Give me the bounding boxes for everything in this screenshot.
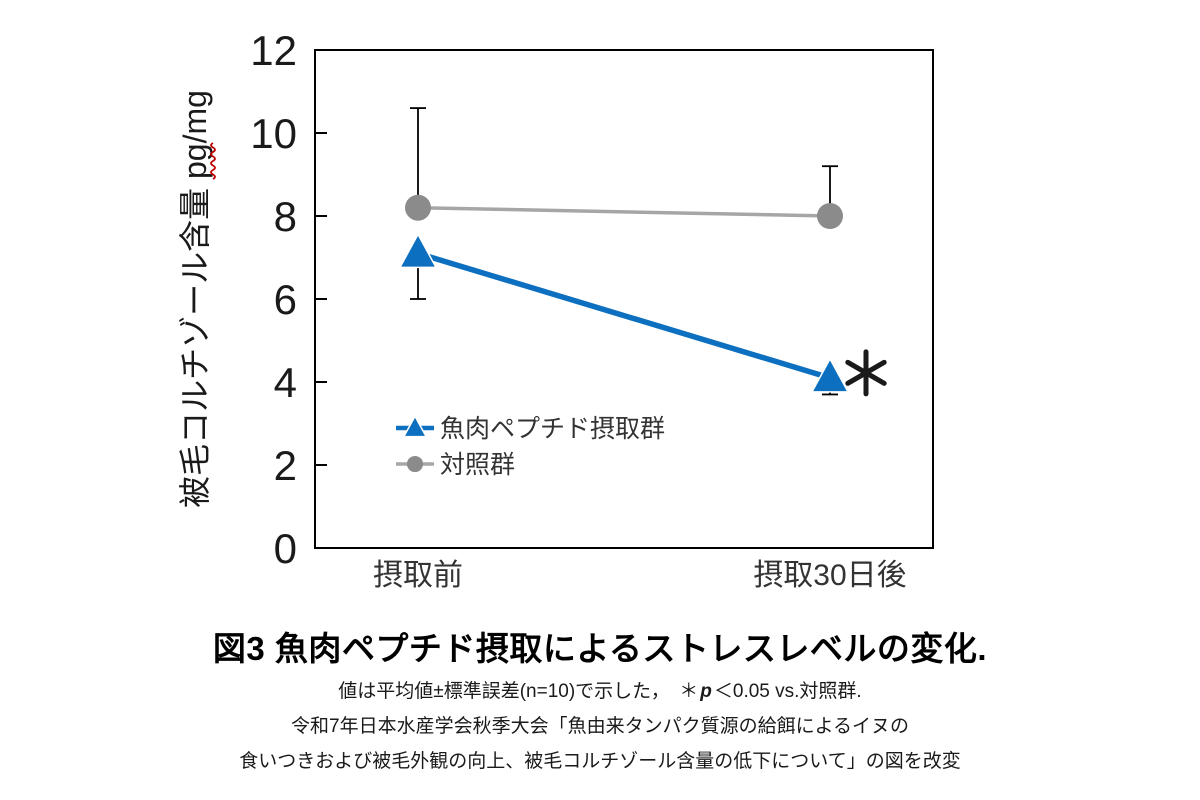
circle-marker-icon: [405, 194, 431, 221]
y-tick-label: 8: [274, 193, 297, 240]
y-tick-label: 6: [274, 276, 297, 323]
footnote-stats-pre: 値は平均値±標準誤差(n=10)で示した， ＊: [338, 681, 699, 702]
y-axis-title-text: 被毛コルチゾール含量 pg/mg: [177, 90, 213, 508]
figure-footnote-source-line2: 食いつきおよび被毛外観の向上、被毛コルチゾール含量の低下について」の図を改変: [239, 751, 961, 772]
y-tick-label: 10: [250, 110, 297, 157]
triangle-marker-icon: [398, 232, 438, 269]
series-line: [417, 250, 831, 381]
legend-item: 魚肉ペプチド摂取群: [396, 414, 665, 443]
triangle-marker-icon: [402, 414, 428, 438]
triangle-marker-icon: [810, 357, 850, 393]
legend-label: 対照群: [440, 451, 515, 479]
x-category-label: 摂取30日後: [753, 559, 906, 592]
y-axis-title: 被毛コルチゾール含量 pg/mg: [177, 90, 216, 508]
figure-caption-title: 図3 魚肉ペプチド摂取によるストレスレベルの変化.: [212, 630, 988, 667]
figure-footnote-source-line1: 令和7年日本水産学会秋季大会「魚由来タンパク質源の給餌によるイヌの: [291, 716, 909, 737]
series-line: [417, 205, 831, 218]
legend-item: 対照群: [396, 451, 515, 479]
y-tick-label: 0: [274, 525, 297, 572]
figure-footnote-stats: 値は平均値±標準誤差(n=10)で示した， ＊ p ＜0.05 vs.対照群.: [0, 676, 1200, 703]
y-tick-label: 12: [250, 27, 297, 74]
x-category-label: 摂取前: [373, 559, 463, 592]
y-tick-label: 4: [274, 359, 297, 406]
plot-frame: [314, 49, 934, 549]
y-tick-label: 2: [274, 442, 297, 489]
footnote-stats-post: ＜0.05 vs.対照群.: [713, 681, 862, 702]
spellcheck-squiggle: [210, 142, 216, 180]
circle-marker-icon: [817, 203, 843, 229]
p-value-symbol: p: [700, 681, 712, 702]
asterisk-stroke: [845, 359, 887, 386]
circle-marker-icon: [406, 455, 424, 473]
significance-asterisk: [845, 349, 887, 397]
legend-label: 魚肉ペプチド摂取群: [440, 415, 665, 443]
